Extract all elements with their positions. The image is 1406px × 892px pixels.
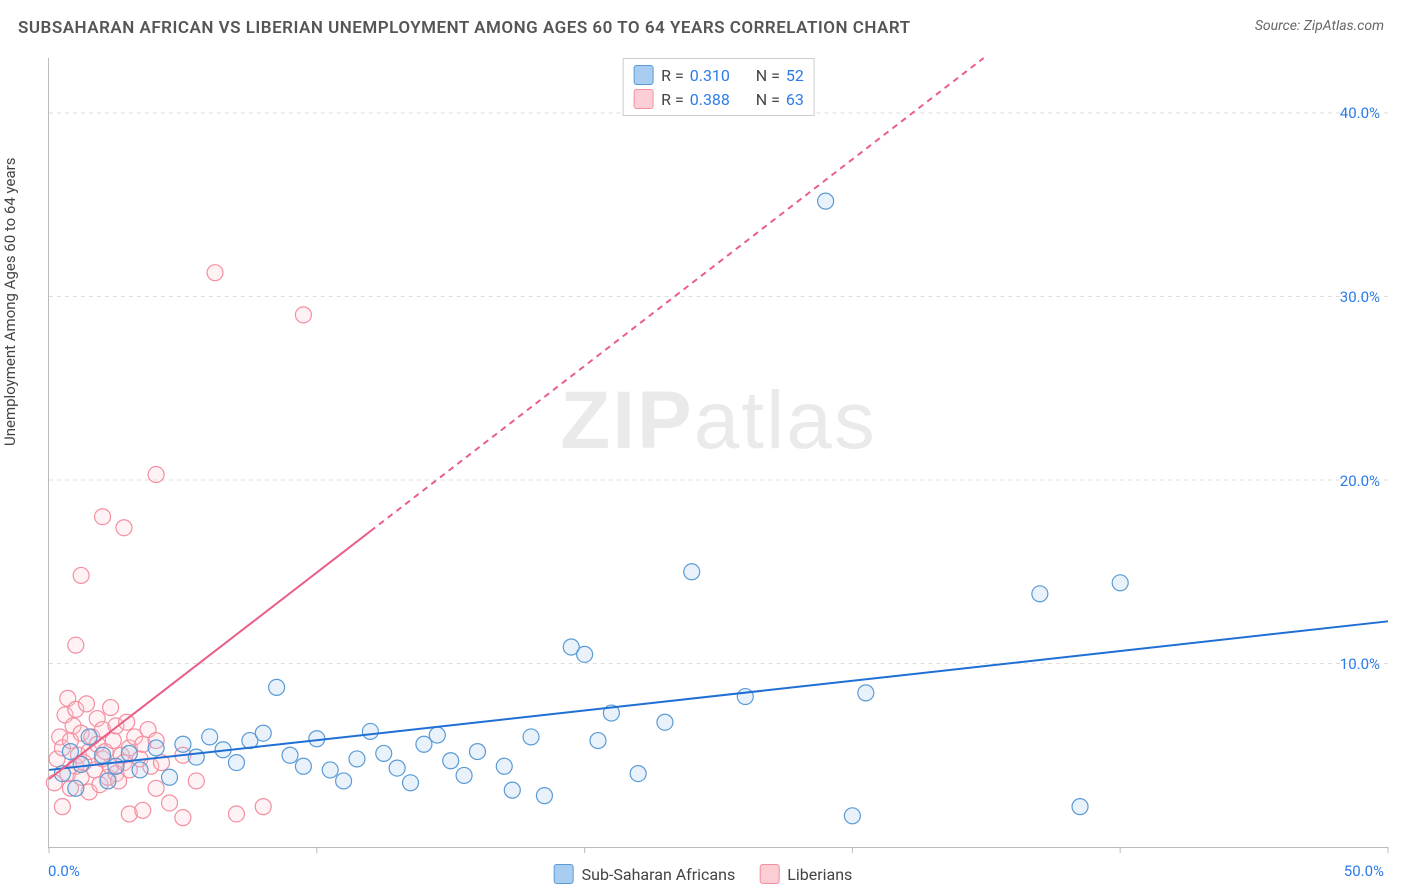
y-tick-label: 30.0% — [1340, 288, 1380, 306]
source-attribution: Source: ZipAtlas.com — [1255, 18, 1384, 34]
n-value-2: 63 — [786, 90, 804, 109]
y-tick-label: 10.0% — [1340, 655, 1380, 673]
legend-label-2: Liberians — [787, 865, 852, 884]
y-tick-label: 40.0% — [1340, 104, 1380, 122]
legend-swatch-2 — [759, 864, 779, 884]
r-value-2: 0.388 — [690, 90, 740, 109]
scatter-series-1 — [54, 193, 1128, 824]
legend-item-2: Liberians — [759, 864, 852, 884]
legend-swatch-1 — [554, 864, 574, 884]
r-value-1: 0.310 — [690, 66, 740, 85]
n-label: N = — [756, 66, 780, 85]
r-label: R = — [661, 66, 684, 85]
n-label: N = — [756, 90, 780, 109]
y-tick-label: 20.0% — [1340, 472, 1380, 490]
corr-row-2: R = 0.388 N = 63 — [633, 87, 804, 111]
r-label: R = — [661, 90, 684, 109]
swatch-series-2 — [633, 89, 653, 109]
plot-area: ZIPatlas 10.0%20.0%30.0%40.0% R = 0.310 … — [48, 58, 1388, 848]
legend-label-1: Sub-Saharan Africans — [582, 865, 736, 884]
correlation-legend: R = 0.310 N = 52 R = 0.388 N = 63 — [622, 58, 815, 116]
y-axis-label: Unemployment Among Ages 60 to 64 years — [1, 158, 19, 446]
legend-item-1: Sub-Saharan Africans — [554, 864, 736, 884]
trend-lines — [49, 58, 1388, 779]
x-tick-label-50: 50.0% — [1344, 862, 1384, 880]
x-tick-marks — [49, 847, 1388, 853]
series-legend: Sub-Saharan Africans Liberians — [554, 864, 853, 884]
n-value-1: 52 — [786, 66, 804, 85]
gridlines — [49, 113, 1388, 663]
x-tick-label-0: 0.0% — [48, 862, 80, 880]
chart-svg — [49, 58, 1388, 847]
corr-row-1: R = 0.310 N = 52 — [633, 63, 804, 87]
chart-title: SUBSAHARAN AFRICAN VS LIBERIAN UNEMPLOYM… — [18, 18, 911, 38]
swatch-series-1 — [633, 65, 653, 85]
